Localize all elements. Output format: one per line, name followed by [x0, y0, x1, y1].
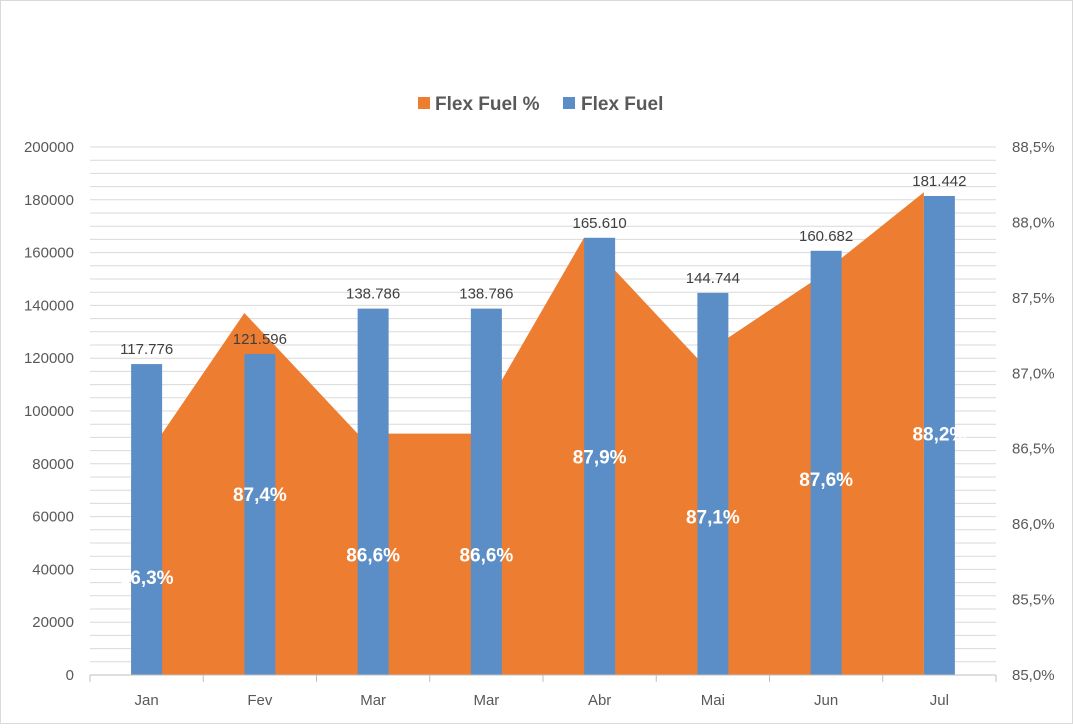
y-left-tick-label: 20000: [32, 614, 74, 631]
x-tick-label-jul: Jul: [930, 692, 949, 709]
bar-value-label: 181.442: [912, 173, 966, 190]
x-tick-label-mai: Mai: [701, 692, 725, 709]
x-tick-label-jan: Jan: [135, 692, 159, 709]
axes: Jan Fev Mar Mar Abr Mai Jun Jul 0 20000 40000 60000…: [24, 139, 1055, 709]
y-right-tick-label: 86,0%: [1012, 516, 1055, 533]
area-value-label: 87,4%: [233, 485, 287, 506]
area-value-label: 87,1%: [686, 508, 740, 529]
y-left-tick-label: 60000: [32, 509, 74, 526]
legend: Flex Fuel % Flex Fuel: [418, 94, 663, 115]
bar-abr-4: [584, 237, 616, 675]
area-value-label: 87,9%: [573, 447, 627, 468]
y-left-tick-label: 140000: [24, 297, 74, 314]
x-tick-label-mar: Mar: [473, 692, 499, 709]
legend-label-flex-fuel-pct: Flex Fuel %: [435, 94, 540, 115]
y-left-tick-label: 180000: [24, 192, 74, 209]
bar-jan-0: [131, 364, 163, 675]
y-right-tick-label: 85,5%: [1012, 592, 1055, 609]
x-tick-label-jun: Jun: [814, 692, 838, 709]
x-tick-label-mar: Mar: [360, 692, 386, 709]
bar-value-label: 138.786: [459, 286, 513, 303]
y-right-tick-label: 88,0%: [1012, 214, 1055, 231]
y-left-tick-label: 80000: [32, 456, 74, 473]
bar-jun-6: [810, 250, 842, 676]
x-tick-label-fev: Fev: [247, 692, 273, 709]
bar-fev-1: [244, 353, 276, 675]
y-right-tick-label: 86,5%: [1012, 441, 1055, 458]
y-left-tick-label: 160000: [24, 245, 74, 262]
area-value-label: 86,6%: [346, 545, 400, 566]
bar-value-label: 165.610: [573, 215, 627, 232]
bar-series-flex-fuel: [131, 195, 955, 676]
bar-value-label: 144.744: [686, 270, 740, 287]
bar-value-label: 121.596: [233, 331, 287, 348]
y-left-tick-label: 0: [66, 667, 74, 684]
bar-mar-3: [470, 308, 502, 675]
bar-value-label: 160.682: [799, 228, 853, 245]
y-left-tick-label: 200000: [24, 139, 74, 156]
area-value-label: 86,3%: [120, 568, 174, 589]
y-right-tick-label: 85,0%: [1012, 667, 1055, 684]
y-right-tick-label: 88,5%: [1012, 139, 1055, 156]
y-left-tick-label: 100000: [24, 403, 74, 420]
bar-value-label: 117.776: [120, 341, 173, 358]
bar-mar-2: [357, 308, 389, 675]
y-left-tick-label: 120000: [24, 350, 74, 367]
area-value-label: 86,6%: [459, 545, 513, 566]
bar-value-label: 138.786: [346, 286, 400, 303]
area-value-label: 88,2%: [912, 425, 966, 446]
area-value-label: 87,6%: [799, 470, 853, 491]
bar-mai-5: [697, 292, 729, 675]
data-labels: 117.776 121.596 138.786 138.786 165.610 144.7…: [120, 173, 967, 589]
x-tick-label-abr: Abr: [588, 692, 611, 709]
y-right-tick-label: 87,5%: [1012, 290, 1055, 307]
bar-jul-7: [923, 195, 955, 676]
y-right-tick-label: 87,0%: [1012, 365, 1055, 382]
legend-label-flex-fuel: Flex Fuel: [581, 94, 663, 115]
y-left-tick-label: 40000: [32, 561, 74, 578]
legend-swatch-flex-fuel-pct: [418, 97, 430, 109]
legend-swatch-flex-fuel: [563, 97, 575, 109]
